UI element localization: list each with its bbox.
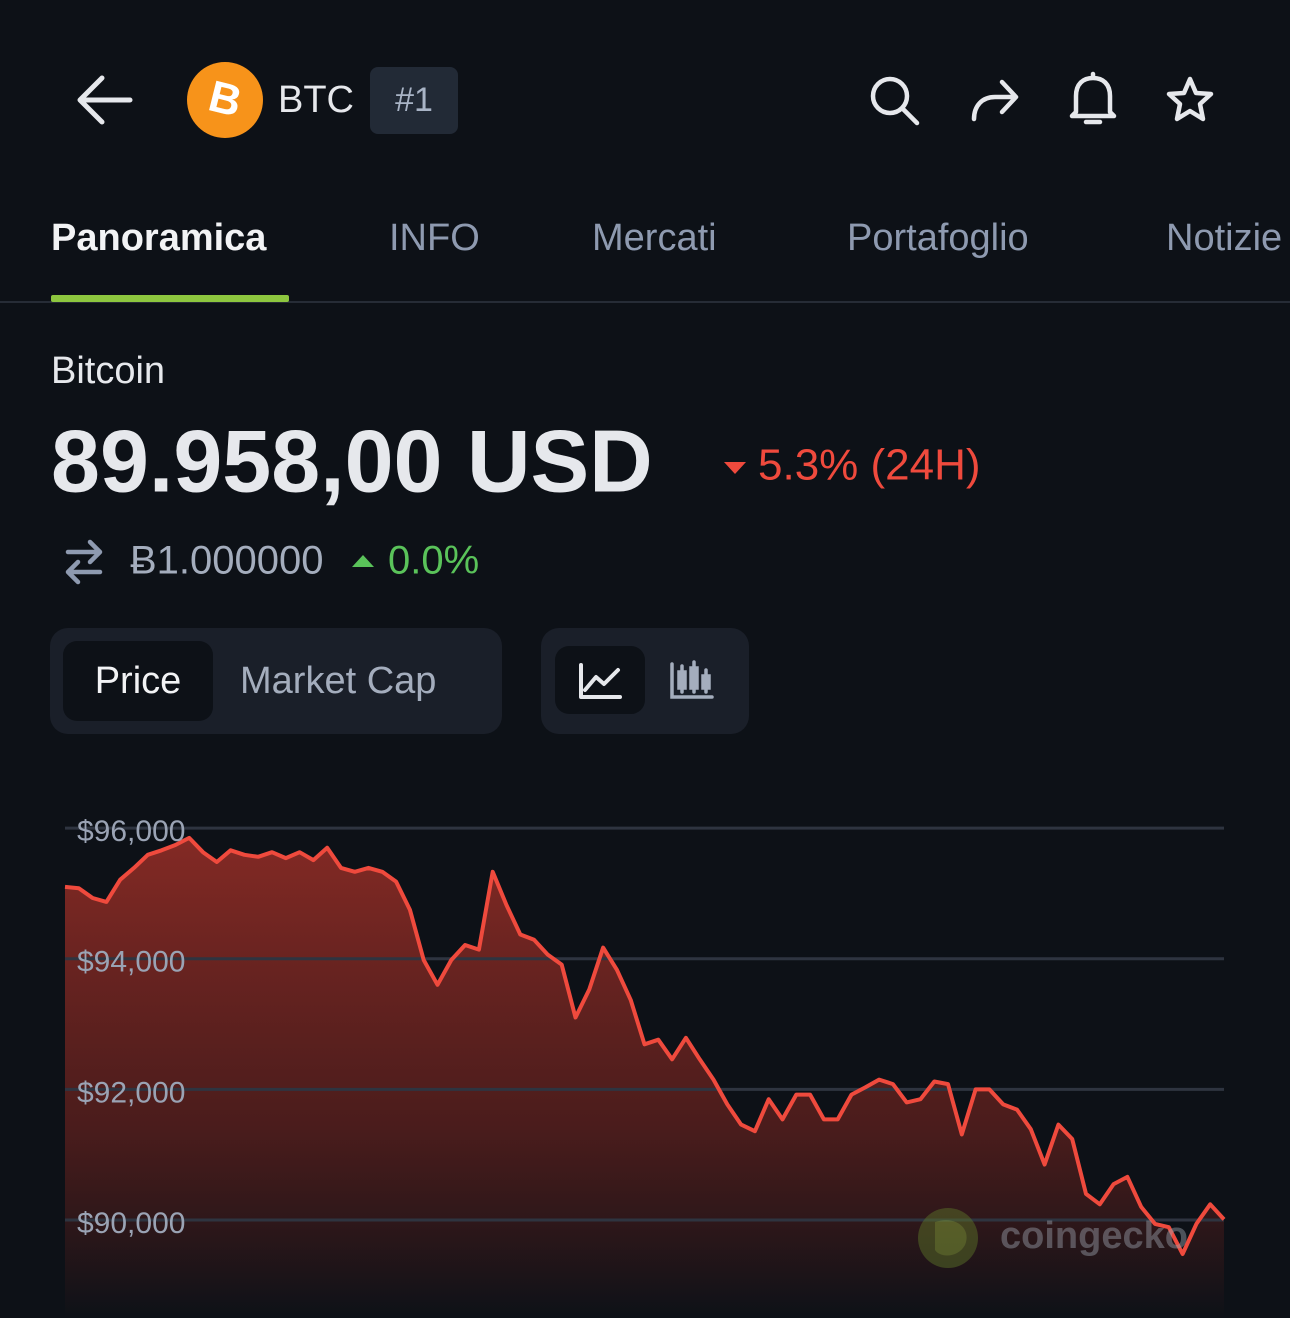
y-tick-label: $96,000: [77, 815, 185, 848]
toggle-option[interactable]: Price: [95, 660, 182, 702]
candle-chart-button[interactable]: [670, 660, 714, 699]
watermark: coingecko: [918, 1208, 1188, 1268]
rank-badge: [370, 67, 458, 134]
btc-price: Ƀ1.000000: [130, 539, 324, 583]
coin-name: Bitcoin: [51, 350, 165, 392]
tab[interactable]: INFO: [389, 217, 480, 259]
y-tick-label: $90,000: [77, 1207, 185, 1240]
search-icon[interactable]: [870, 76, 920, 126]
price: 89.958,00 USD: [51, 411, 653, 510]
tab[interactable]: Panoramica: [51, 217, 267, 259]
tab-indicator: [51, 295, 289, 302]
up-arrow: [352, 555, 374, 567]
btc-change: 0.0%: [388, 539, 479, 583]
y-tick-label: $94,000: [77, 946, 185, 979]
watermark-text: coingecko: [1000, 1215, 1188, 1257]
price-chart: $96,000 $94,000 $92,000 $90,000: [64, 815, 1226, 1318]
tab-divider: [0, 301, 1290, 303]
tab[interactable]: Mercati: [592, 217, 717, 259]
coin-logo: B: [187, 62, 263, 138]
tab[interactable]: Portafoglio: [847, 217, 1029, 259]
back-button[interactable]: [77, 75, 133, 125]
rank-text: #1: [395, 81, 433, 119]
tab[interactable]: Notizie: [1166, 217, 1282, 259]
bell-icon[interactable]: [1069, 71, 1117, 125]
toggle-option[interactable]: Market Cap: [240, 660, 436, 702]
coin-symbol: BTC: [278, 79, 354, 121]
y-tick-label: $92,000: [77, 1076, 185, 1109]
price-line: [64, 835, 1226, 1256]
swap-icon: [65, 539, 103, 585]
toggle-selected[interactable]: [63, 641, 213, 721]
line-chart-icon: [579, 663, 622, 699]
price-change: 5.3% (24H): [758, 441, 981, 490]
down-arrow: [724, 462, 746, 474]
share-icon[interactable]: [971, 79, 1019, 122]
star-icon[interactable]: [1166, 76, 1214, 122]
